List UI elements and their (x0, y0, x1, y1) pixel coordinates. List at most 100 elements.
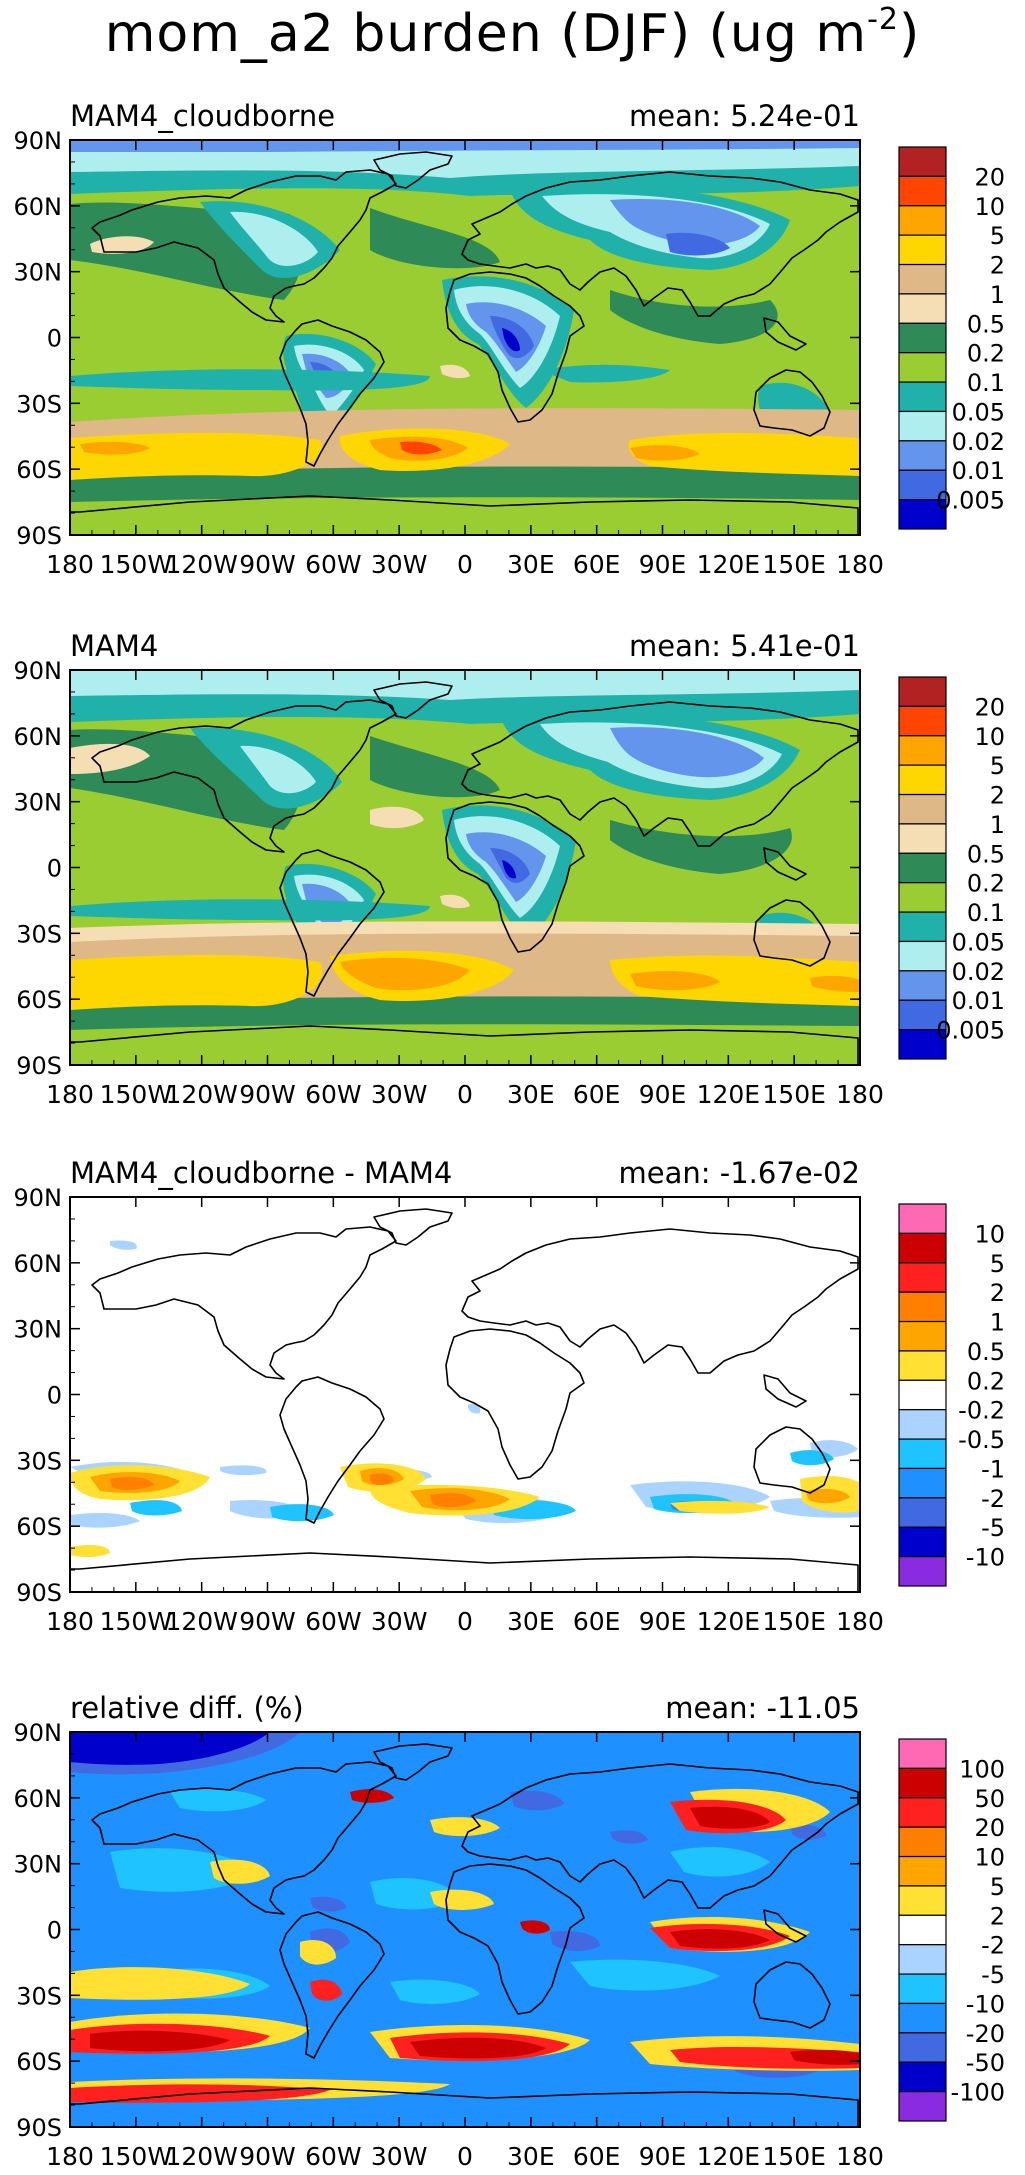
x-tick-label: 0 (457, 1607, 473, 1636)
colorbar-label: 10 (974, 193, 1005, 221)
x-tick-label: 0 (457, 550, 473, 579)
colorbar-label: 10 (974, 1844, 1005, 1872)
contour-region (790, 2049, 860, 2065)
x-tick-label: 120E (697, 550, 761, 579)
colorbar-box (898, 1350, 947, 1381)
y-tick-label: 60N (14, 1250, 63, 1278)
panel-mean: mean: -1.67e-02 (619, 1156, 860, 1190)
x-tick-label: 120W (165, 1080, 237, 1109)
coastline (91, 1226, 397, 1380)
colorbar-label: -10 (966, 1544, 1005, 1572)
contour-region (80, 441, 150, 455)
x-tick-label: 150E (762, 2142, 826, 2171)
colorbar-box (898, 381, 947, 413)
coastline (373, 681, 453, 719)
contour-region (70, 1545, 110, 1557)
colorbar-box (898, 735, 947, 766)
colorbar-label: 20 (974, 1814, 1005, 1842)
contour-region (430, 1493, 476, 1508)
coastline (91, 169, 397, 323)
colorbar-label: 0.1 (967, 899, 1005, 927)
coastline (373, 1208, 453, 1246)
contour-region (310, 1979, 342, 2001)
title-close: ) (898, 4, 921, 64)
contour-region (400, 441, 442, 455)
colorbar-label: 0.05 (952, 928, 1005, 956)
coastline (461, 171, 859, 317)
colorbar-label: 5 (990, 1250, 1005, 1278)
contour-region (70, 432, 322, 480)
coastline (70, 495, 859, 535)
panel-title: MAM4_cloudborne - MAM4 (70, 1156, 452, 1190)
y-tick-label: 60N (14, 1785, 63, 1813)
contour-region (370, 208, 500, 269)
x-tick-label: 150E (762, 1607, 826, 1636)
contour-region (630, 445, 700, 461)
colorbar-box (898, 440, 947, 471)
coastline (279, 1911, 385, 2059)
colorbar-label: 100 (959, 1755, 1005, 1783)
x-tick-label: 60E (573, 1080, 621, 1109)
contour-region (670, 1847, 770, 1877)
colorbar-box (898, 234, 947, 266)
coastline (279, 319, 385, 467)
colorbar-label: 0.05 (952, 398, 1005, 426)
colorbar-label: 5 (990, 222, 1005, 250)
colorbar-label: 2 (990, 1902, 1005, 1930)
x-tick-label: 180 (46, 550, 94, 579)
y-tick-label: 0 (47, 1917, 62, 1945)
colorbar-label: 0.5 (967, 840, 1005, 868)
y-tick-label: 90S (16, 1052, 62, 1080)
x-tick-label: 30E (507, 1607, 555, 1636)
colorbar-box (898, 1320, 947, 1352)
coastline (445, 271, 585, 423)
contour-region (370, 806, 424, 829)
colorbar-box (898, 1438, 947, 1470)
contour-region (220, 1465, 267, 1476)
colorbar-box (898, 205, 947, 236)
contour-region (370, 736, 500, 798)
contour-region (300, 1939, 336, 1965)
contour-region (70, 1197, 860, 1592)
coastline (461, 701, 859, 847)
contour-region (790, 1824, 826, 1840)
x-tick-label: 120E (697, 1080, 761, 1109)
coastline (373, 1743, 453, 1781)
colorbar-label: 2 (990, 252, 1005, 280)
colorbar-box (898, 1203, 947, 1234)
colorbar-label: 1 (990, 1309, 1005, 1337)
colorbar-label: 1 (990, 811, 1005, 839)
y-tick-label: 30N (14, 259, 63, 287)
contour-region (670, 1500, 770, 1514)
colorbar-label: -100 (951, 2079, 1005, 2107)
coastline (279, 1376, 385, 1524)
contour-region (810, 975, 860, 992)
x-tick-label: 90W (239, 2142, 296, 2171)
x-tick-label: 180 (836, 1607, 884, 1636)
colorbar-box (898, 293, 947, 324)
colorbar-box (898, 999, 947, 1031)
colorbar-label: -0.5 (958, 1426, 1005, 1454)
contour-region (570, 1959, 720, 1991)
colorbar-box (898, 263, 947, 295)
x-tick-label: 60E (573, 550, 621, 579)
coastline (445, 1328, 585, 1480)
y-tick-label: 0 (47, 855, 62, 883)
panel-title: MAM4_cloudborne (70, 99, 335, 133)
title-exponent: -2 (867, 2, 899, 37)
x-tick-label: 60E (573, 1607, 621, 1636)
y-tick-label: 60S (16, 456, 62, 484)
contour-field (70, 140, 860, 535)
colorbar-box (898, 940, 947, 972)
coastline (753, 899, 831, 967)
y-tick-label: 90S (16, 522, 62, 550)
x-tick-label: 150W (100, 2142, 172, 2171)
coastline (445, 1863, 585, 2015)
colorbar-label: -2 (981, 1932, 1005, 1960)
contour-region (670, 1929, 770, 1949)
contour-region (340, 957, 470, 991)
contour-region (430, 1817, 500, 1837)
colorbar-box (898, 1855, 947, 1887)
